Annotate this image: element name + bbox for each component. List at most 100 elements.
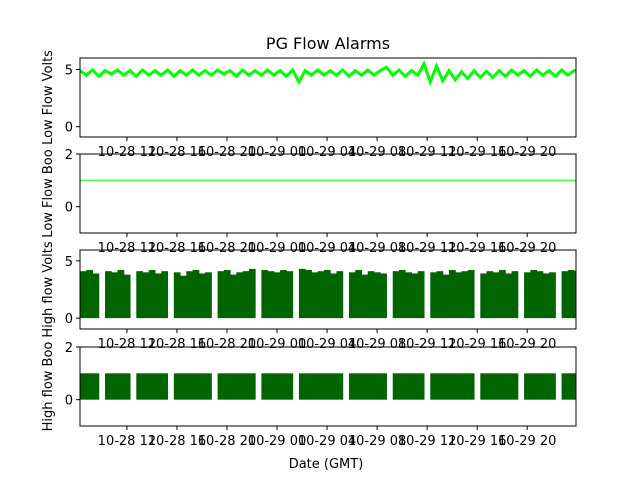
- data-bar: [218, 373, 225, 399]
- data-bar: [412, 273, 419, 318]
- data-bar: [537, 271, 544, 318]
- data-bar: [512, 271, 519, 318]
- data-bar: [399, 373, 406, 399]
- y-axis-label: High flow Volts: [41, 241, 56, 337]
- data-bar: [305, 373, 312, 399]
- data-bar: [218, 271, 225, 318]
- data-bar: [243, 373, 250, 399]
- y-tick-label: 0: [65, 312, 73, 327]
- series-group: [80, 269, 576, 318]
- data-bar: [330, 273, 337, 318]
- data-bar: [186, 373, 193, 399]
- data-bar: [330, 373, 337, 399]
- data-bar: [568, 373, 575, 399]
- data-bar: [455, 272, 462, 318]
- data-bar: [530, 270, 537, 318]
- data-bar: [136, 373, 143, 399]
- data-bar: [562, 373, 569, 399]
- data-bar: [355, 270, 362, 318]
- data-bar: [299, 269, 306, 318]
- data-bar: [468, 270, 475, 318]
- y-axis-label: Low Flow Volts: [41, 50, 56, 145]
- data-bar: [324, 373, 331, 399]
- data-bar: [412, 373, 419, 399]
- data-bar: [155, 373, 162, 399]
- data-bar: [261, 270, 268, 318]
- data-bar: [449, 373, 456, 399]
- series-line: [80, 64, 576, 82]
- data-bar: [449, 270, 456, 318]
- data-bar: [149, 373, 156, 399]
- data-bar: [355, 373, 362, 399]
- data-bar: [261, 373, 268, 399]
- data-bar: [549, 272, 556, 318]
- x-tick-label: 10-29 20: [498, 241, 556, 256]
- y-axis-label: Low Flow Boo: [41, 149, 56, 237]
- data-bar: [143, 272, 150, 318]
- data-bar: [224, 373, 231, 399]
- data-bar: [93, 373, 100, 399]
- data-bar: [243, 271, 250, 318]
- data-bar: [193, 373, 200, 399]
- data-bar: [361, 275, 368, 319]
- data-bar: [161, 373, 168, 399]
- x-tick-label: 10-29 20: [498, 434, 556, 449]
- data-bar: [249, 373, 256, 399]
- data-bar: [236, 373, 243, 399]
- y-tick-label: 0: [65, 201, 73, 216]
- data-bar: [274, 373, 281, 399]
- data-bar: [80, 373, 87, 399]
- axes-frame: [80, 154, 576, 233]
- data-bar: [205, 373, 212, 399]
- chart-title: PG Flow Alarms: [266, 34, 390, 53]
- data-bar: [543, 373, 550, 399]
- data-bar: [286, 373, 293, 399]
- data-bar: [524, 373, 531, 399]
- data-bar: [493, 272, 500, 318]
- data-bar: [280, 270, 287, 318]
- data-bar: [124, 373, 131, 399]
- data-bar: [205, 272, 212, 318]
- data-bar: [443, 373, 450, 399]
- data-bar: [349, 272, 356, 318]
- series-group: [80, 373, 576, 399]
- x-tick-label: 10-29 20: [498, 337, 556, 352]
- y-tick-label: 5: [65, 63, 73, 78]
- data-bar: [512, 373, 519, 399]
- data-bar: [430, 272, 437, 318]
- data-bar: [487, 373, 494, 399]
- data-bar: [149, 270, 156, 318]
- data-bar: [111, 272, 118, 318]
- data-bar: [180, 276, 187, 318]
- data-bar: [393, 271, 400, 318]
- x-axis-label: Date (GMT): [289, 457, 364, 472]
- y-tick-label: 2: [65, 341, 73, 356]
- data-bar: [318, 373, 325, 399]
- data-bar: [430, 373, 437, 399]
- data-bar: [118, 373, 125, 399]
- data-bar: [380, 373, 387, 399]
- data-bar: [393, 373, 400, 399]
- data-bar: [543, 273, 550, 318]
- data-bar: [462, 271, 469, 318]
- data-bar: [230, 275, 237, 319]
- data-bar: [524, 272, 531, 318]
- data-bar: [349, 373, 356, 399]
- data-bar: [368, 271, 375, 318]
- data-bar: [105, 271, 112, 318]
- data-bar: [468, 373, 475, 399]
- data-bar: [305, 270, 312, 318]
- data-bar: [505, 373, 512, 399]
- data-bar: [549, 373, 556, 399]
- data-bar: [111, 373, 118, 399]
- data-bar: [93, 273, 100, 318]
- data-bar: [274, 272, 281, 318]
- data-bar: [199, 373, 206, 399]
- data-bar: [268, 271, 275, 318]
- y-tick-label: 5: [65, 255, 73, 270]
- data-bar: [174, 373, 181, 399]
- data-bar: [562, 271, 569, 318]
